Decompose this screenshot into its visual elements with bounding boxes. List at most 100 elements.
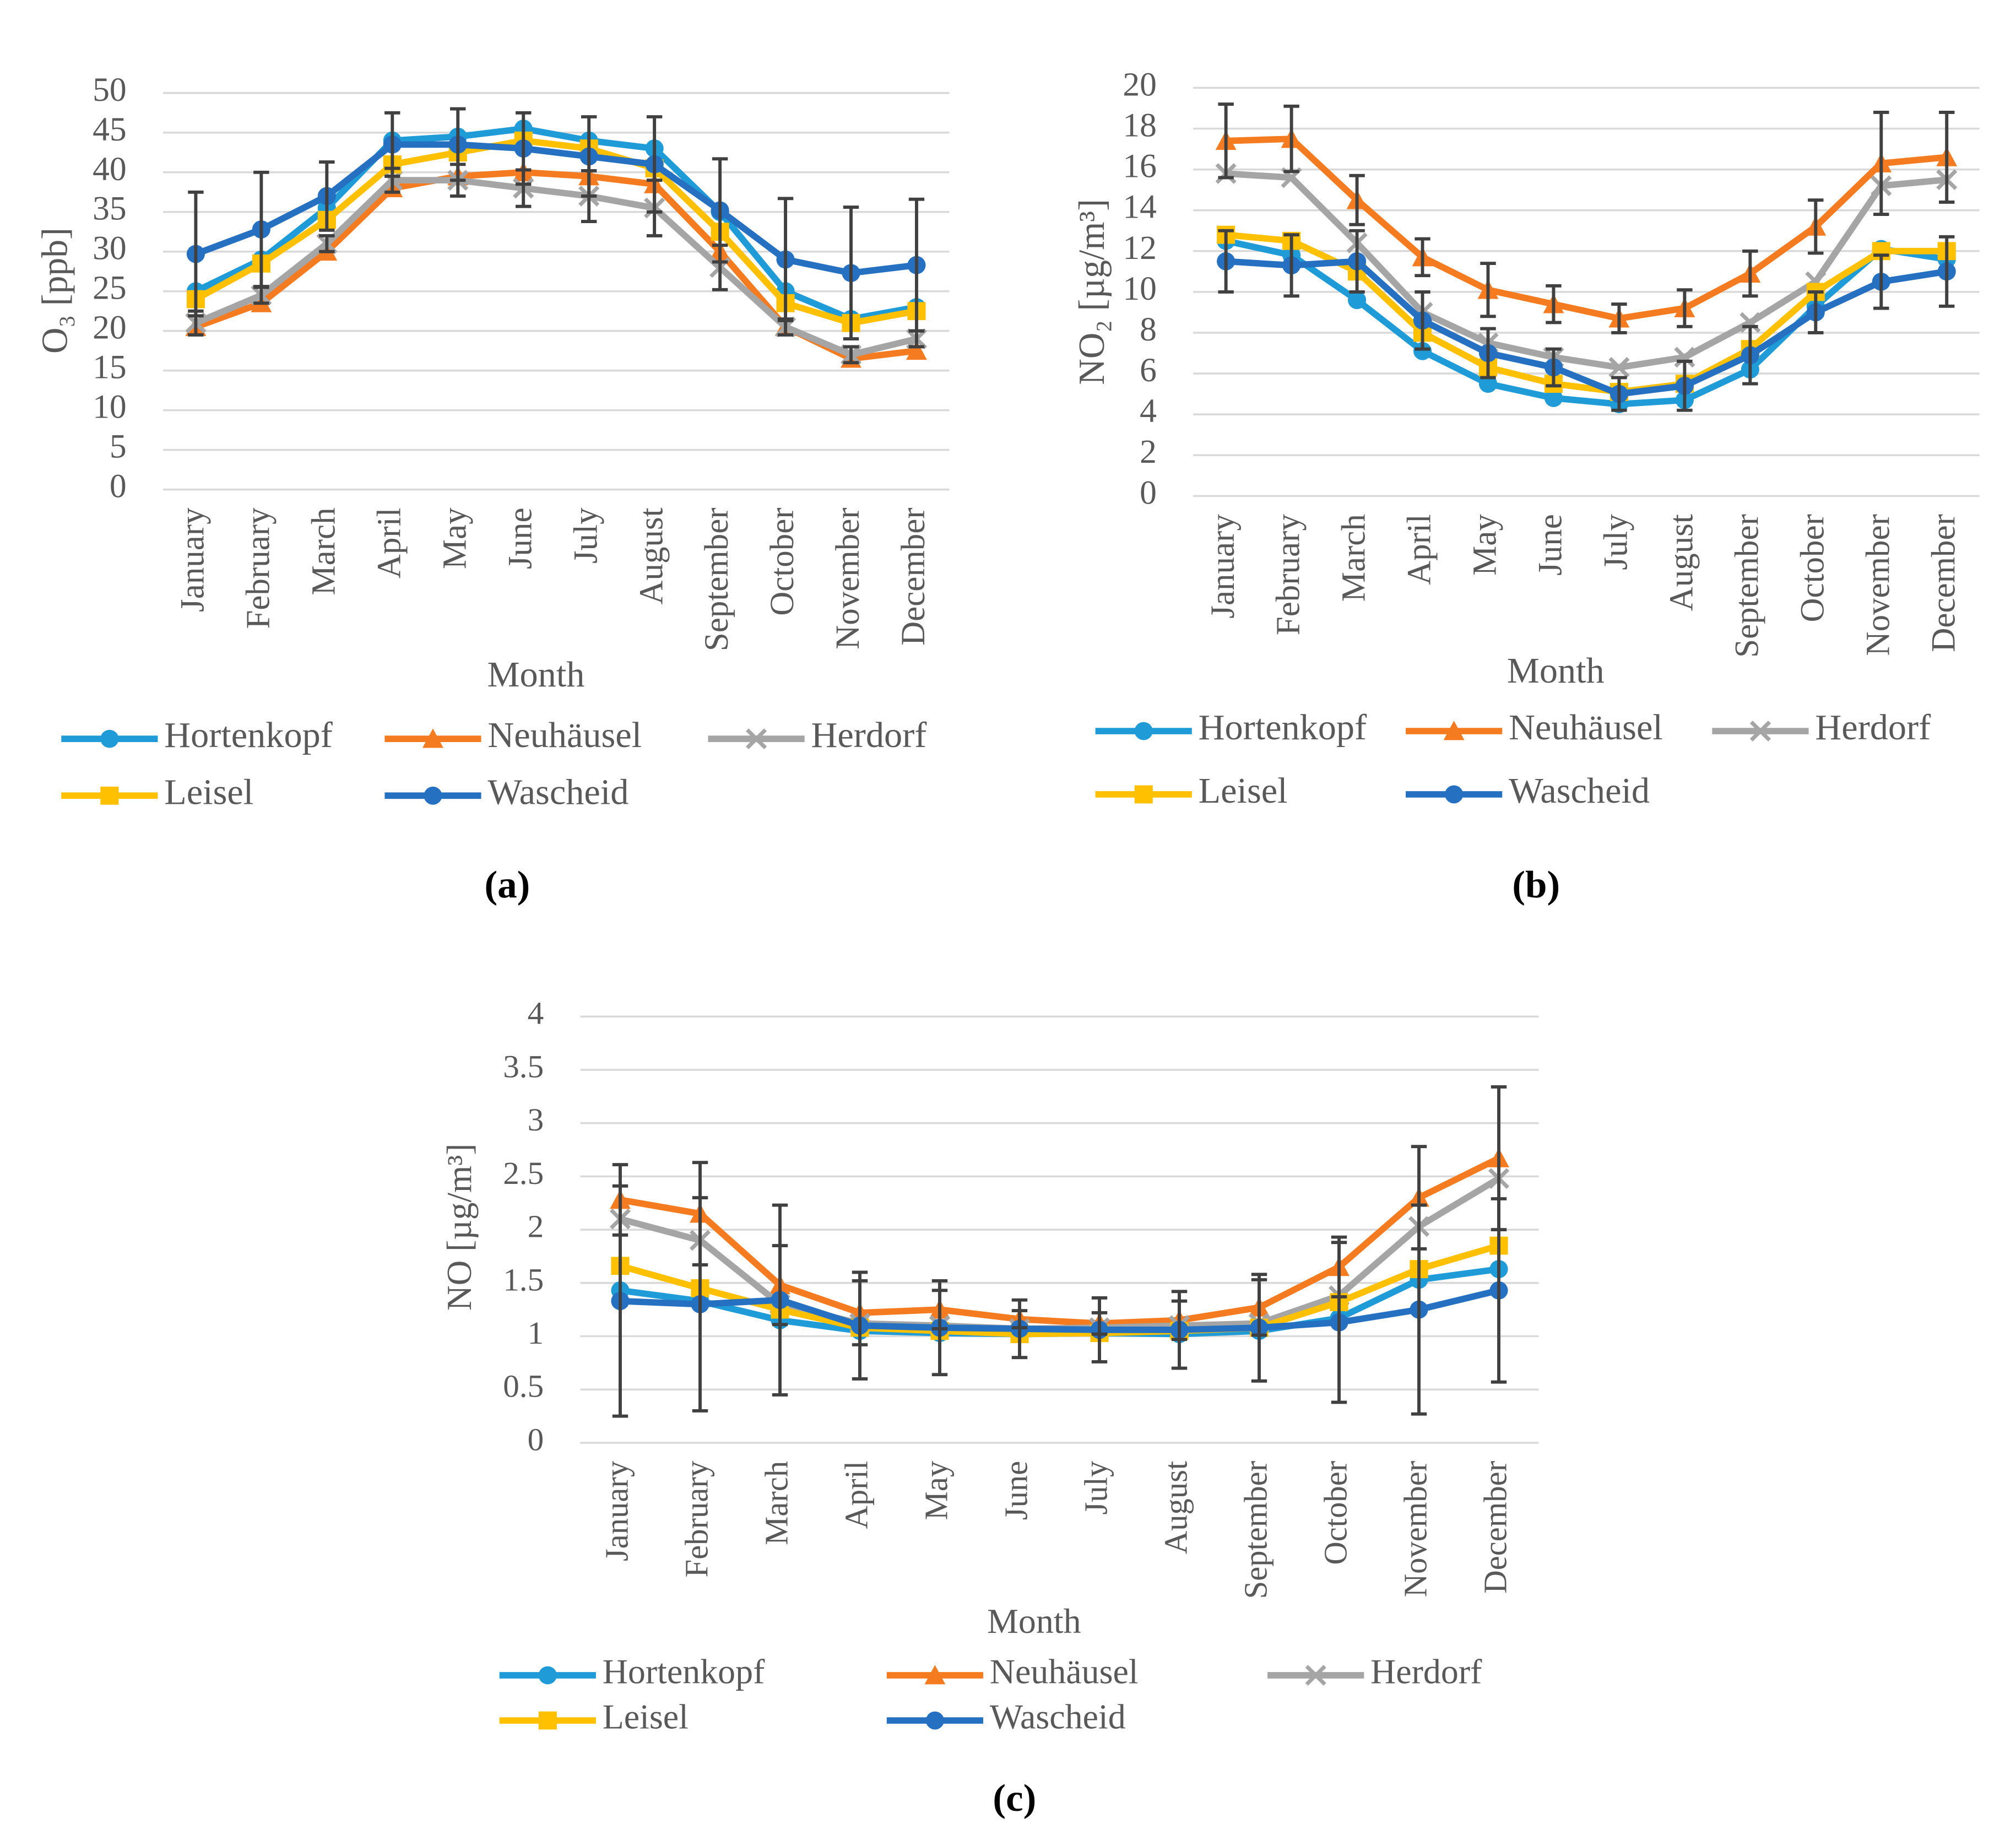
y-tick-label: 3 [528, 1102, 544, 1138]
x-tick-label: December [1925, 514, 1962, 652]
x-tick-label: March [1335, 514, 1372, 602]
error-bar [1742, 249, 1758, 298]
series-line [194, 141, 917, 277]
x-tick-label: June [998, 1461, 1034, 1520]
legend-label: Hortenkopf [603, 1652, 765, 1691]
x-tick-label: October [763, 507, 801, 615]
error-bar [384, 111, 400, 178]
legend-marker [1443, 721, 1465, 740]
x-tick-label: December [895, 507, 932, 645]
series-line [194, 177, 918, 358]
legend-marker [538, 1666, 557, 1685]
x-tick-label: January [599, 1460, 635, 1561]
x-tick-label: August [1158, 1460, 1194, 1554]
series-line [194, 137, 918, 327]
x-tick-label: November [1859, 514, 1896, 656]
legend-marker [746, 728, 767, 750]
series-line [194, 125, 918, 322]
x-tick-label: July [567, 507, 604, 564]
legend-marker [424, 786, 442, 805]
series-line [619, 1242, 1500, 1338]
error-bar [319, 160, 335, 232]
error-bar [253, 170, 269, 289]
legend-label: Herdorf [1815, 707, 1931, 748]
error-bar [1171, 1290, 1188, 1370]
x-axis-title: Month [1507, 651, 1605, 691]
point [906, 340, 927, 360]
y-tick-label: 1.5 [503, 1262, 544, 1298]
error-bar [843, 345, 859, 365]
error-bar [1611, 376, 1627, 412]
error-bar [1611, 302, 1627, 334]
error-bar [319, 234, 335, 253]
x-tick-label: March [758, 1461, 794, 1545]
series-line [1226, 170, 1947, 371]
legend-marker [1305, 1665, 1326, 1686]
error-bar [1218, 229, 1234, 294]
legend-marker [924, 1665, 946, 1685]
error-bar [1331, 1241, 1347, 1404]
x-tick-label: June [1531, 514, 1569, 576]
error-bar [1011, 1298, 1028, 1360]
error-bar [908, 197, 925, 333]
legend-label: Hortenkopf [164, 715, 333, 755]
x-tick-label: October [1318, 1460, 1353, 1565]
legend-label: Neuhäusel [990, 1652, 1139, 1691]
series-line [1226, 231, 1947, 396]
legend-label: Herdorf [1370, 1652, 1482, 1691]
x-tick-label: March [305, 507, 342, 595]
x-tick-label: February [679, 1460, 714, 1577]
error-bar [612, 1184, 628, 1418]
x-tick-label: February [239, 507, 277, 629]
legend-label: Leisel [603, 1697, 689, 1736]
error-bar [1939, 110, 1955, 204]
y-tick-label: 40 [93, 150, 127, 188]
error-bar [1808, 290, 1824, 334]
legend-marker [422, 728, 443, 748]
x-tick-label: October [1793, 514, 1831, 622]
error-bar [1283, 104, 1299, 174]
y-tick-label: 20 [93, 309, 127, 347]
error-bar [1873, 110, 1889, 217]
y-tick-label: 30 [93, 230, 127, 267]
y-tick-label: 0 [528, 1422, 544, 1458]
point [1413, 342, 1432, 360]
y-tick-label: 18 [1123, 107, 1157, 144]
legend-label: Leisel [164, 772, 253, 813]
error-bar [1349, 174, 1365, 226]
y-tick-label: 0 [110, 468, 127, 505]
series-line [1226, 136, 1947, 322]
x-tick-label: February [1269, 514, 1307, 635]
y-tick-label: 2 [1140, 434, 1157, 471]
y-tick-label: 4 [528, 995, 544, 1031]
error-bar [1873, 253, 1889, 310]
legend-label: Herdorf [811, 715, 927, 755]
x-tick-label: April [838, 1461, 874, 1529]
legend-label: Neuhäusel [1509, 707, 1663, 748]
error-bar [1349, 229, 1365, 294]
y-tick-label: 8 [1140, 311, 1157, 348]
x-tick-label: January [174, 507, 211, 612]
y-tick-label: 16 [1123, 148, 1157, 185]
y-tick-label: 1 [528, 1315, 544, 1351]
error-bar [1546, 347, 1562, 388]
panel-label: (a) [485, 864, 530, 907]
error-bar [581, 115, 597, 198]
legend-marker [1749, 721, 1771, 742]
point [1608, 357, 1630, 378]
x-tick-label: September [1728, 514, 1765, 658]
legend-label: Leisel [1199, 771, 1288, 811]
error-bar [1480, 262, 1496, 318]
y-tick-label: 12 [1123, 229, 1157, 267]
error-bar [188, 190, 204, 318]
error-bar [1283, 233, 1299, 298]
legend-marker [1134, 785, 1153, 804]
x-tick-label: August [1662, 514, 1700, 611]
panel-label: (b) [1512, 864, 1560, 907]
legend-marker [1134, 722, 1153, 740]
x-tick-label: September [698, 507, 735, 651]
error-bar [692, 1196, 708, 1413]
error-bar [646, 115, 663, 214]
x-tick-label: January [1204, 514, 1242, 619]
